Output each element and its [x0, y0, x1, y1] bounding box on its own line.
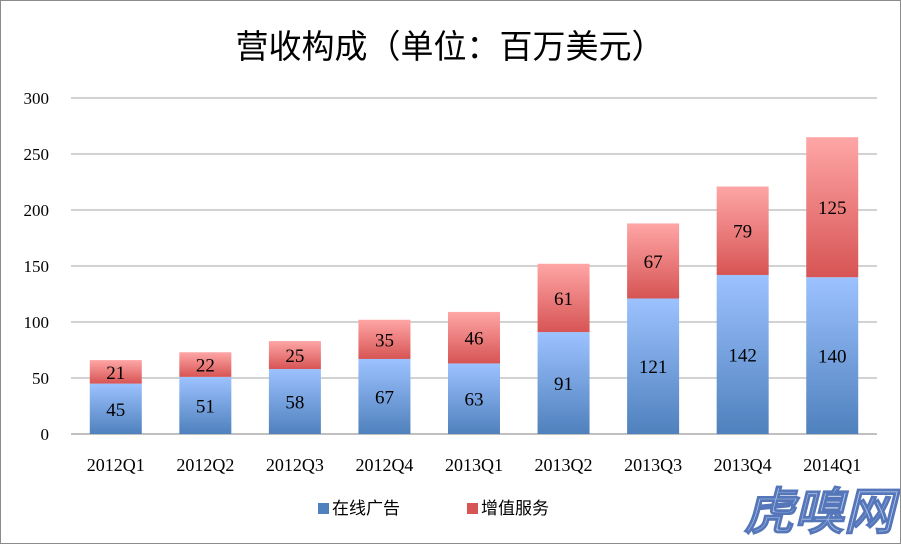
y-tick-label: 100	[24, 313, 50, 332]
bar-segment-online-ads	[89, 383, 142, 434]
x-tick-label: 2012Q1	[87, 455, 145, 475]
data-label: 142	[728, 345, 757, 366]
data-label: 51	[196, 396, 215, 417]
y-tick-label: 0	[41, 425, 50, 444]
bar-segment-online-ads	[716, 274, 769, 434]
x-tick-label: 2014Q1	[803, 455, 861, 475]
legend-swatch-value-added	[467, 503, 478, 514]
bars	[89, 137, 859, 434]
data-label: 125	[818, 198, 847, 219]
bar-segment-value-added	[627, 223, 680, 299]
y-tick-label: 250	[24, 145, 50, 164]
bar-segment-online-ads	[627, 298, 680, 434]
y-tick-label: 50	[32, 369, 49, 388]
x-tick-label: 2012Q4	[355, 455, 413, 475]
watermark-logo: 虎嗅网	[744, 482, 900, 541]
data-label: 35	[375, 330, 394, 351]
x-tick-label: 2013Q4	[714, 455, 772, 475]
data-label: 46	[465, 329, 484, 350]
bar-segment-online-ads	[537, 332, 590, 434]
data-label: 58	[285, 393, 304, 414]
bar-segment-online-ads	[358, 358, 411, 434]
data-label: 22	[196, 356, 215, 377]
data-label: 140	[818, 347, 847, 368]
y-tick-label: 200	[24, 201, 50, 220]
data-label: 121	[639, 357, 668, 378]
bar-segment-value-added	[537, 263, 590, 333]
chart-title: 营收构成（单位：百万美元）	[236, 27, 665, 66]
legend-label-value-added: 增值服务	[481, 499, 549, 519]
bar-segment-online-ads	[268, 369, 321, 434]
bar-segment-value-added	[89, 360, 142, 384]
data-label: 91	[554, 374, 573, 395]
bar-segment-value-added	[268, 341, 321, 370]
x-tick-label: 2012Q2	[176, 455, 234, 475]
data-label: 21	[106, 363, 125, 384]
data-label: 61	[554, 289, 573, 310]
x-axis-ticks: 2012Q1 2012Q2 2012Q3 2012Q4 2013Q1 2013Q2 2013…	[87, 455, 861, 475]
x-tick-label: 2013Q1	[445, 455, 503, 475]
bar-segment-online-ads	[806, 277, 859, 434]
legend-swatch-online-ads	[318, 503, 329, 514]
bar-segment-value-added	[448, 311, 500, 364]
y-axis-ticks: 0 50 100 150 200 250 300	[24, 89, 50, 444]
data-label: 79	[733, 222, 752, 243]
data-label: 63	[465, 390, 484, 411]
x-tick-label: 2013Q2	[535, 455, 593, 475]
legend-label-online-ads: 在线广告	[332, 499, 400, 519]
data-labels: 45 21 51 22 58 25 67 35 63 46 91 61 121 67 142 79 140 125	[106, 198, 846, 421]
data-label: 67	[375, 387, 394, 408]
bar-segment-online-ads	[448, 363, 500, 434]
x-tick-label: 2012Q3	[266, 455, 324, 475]
y-tick-label: 300	[24, 89, 50, 108]
legend: 在线广告 增值服务	[318, 499, 549, 519]
bar-segment-value-added	[179, 352, 232, 377]
x-tick-label: 2013Q3	[624, 455, 682, 475]
bar-segment-online-ads	[179, 376, 232, 434]
data-label: 67	[644, 252, 663, 273]
data-label: 25	[285, 346, 304, 367]
y-tick-label: 150	[24, 257, 50, 276]
bar-segment-value-added	[716, 186, 769, 275]
data-label: 45	[106, 400, 125, 421]
bar-segment-value-added	[806, 137, 859, 278]
bar-segment-value-added	[358, 319, 411, 359]
